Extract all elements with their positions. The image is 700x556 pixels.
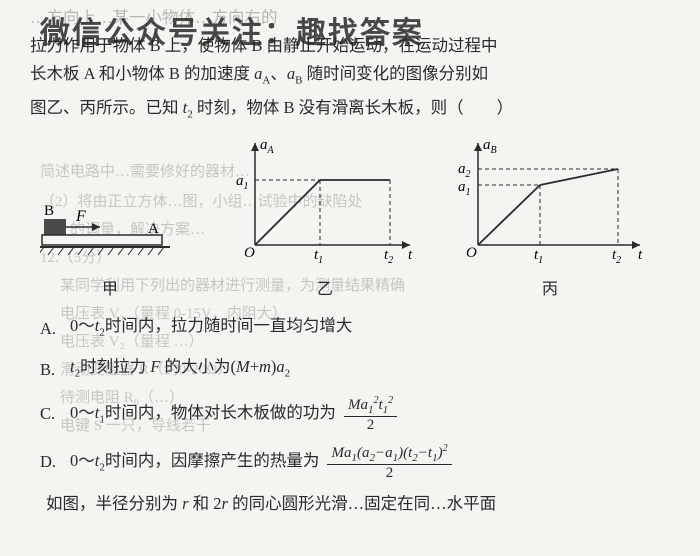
figure-label-yi: 乙 xyxy=(230,276,420,304)
x-axis-label: t xyxy=(408,247,413,263)
ground-hatch xyxy=(40,247,164,255)
chart-yi-svg: aA t O a1 t1 t2 xyxy=(230,135,420,265)
chart-bing-svg: aB t O a2 a1 t1 t2 xyxy=(450,135,650,265)
text: 时间内，物体对长木板做的功为 xyxy=(105,403,336,422)
var: m xyxy=(259,357,271,376)
choice-letter: D. xyxy=(40,449,70,475)
denominator: 2 xyxy=(363,417,379,434)
ramp-line xyxy=(255,180,320,245)
text: 随时间变化的图像分别如 xyxy=(302,64,488,83)
var-aB: a xyxy=(287,64,295,83)
label-A: A xyxy=(148,221,159,237)
text: 长木板 A 和小物体 B 的加速度 xyxy=(30,64,254,83)
choices-list: A. 0～t2时间内，拉力随时间一直均匀增大 B. t2时刻拉力 F 的大小为(… xyxy=(30,313,678,482)
y-arrow xyxy=(474,143,482,151)
label-t2: t2 xyxy=(384,247,393,265)
text: 时刻，物体 B 没有滑离长木板，则（ ） xyxy=(193,98,513,117)
label-t1: t1 xyxy=(314,247,323,265)
watermark-text: 微信公众号关注：趣找答案 xyxy=(40,8,424,52)
label-t2: t2 xyxy=(612,247,621,265)
figure-label-bing: 丙 xyxy=(450,276,650,304)
choice-D: D. 0～t2时间内，因摩擦产生的热量为 Ma1(a2−a1)(t2−t1)2 … xyxy=(40,443,678,482)
choice-text: 0～t2时间内，因摩擦产生的热量为 Ma1(a2−a1)(t2−t1)2 2 xyxy=(70,443,456,482)
problem-line: 长木板 A 和小物体 B 的加速度 aA、aB 随时间变化的图像分别如 xyxy=(30,60,678,94)
y-axis-label: aA xyxy=(260,137,275,156)
var: M xyxy=(236,357,250,376)
sub: 2 xyxy=(285,367,291,379)
choice-text: 0～t2时间内，拉力随时间一直均匀增大 xyxy=(70,313,352,345)
text: 时刻拉力 xyxy=(80,357,150,376)
label-a1: a1 xyxy=(236,173,249,192)
ramp1 xyxy=(478,185,540,245)
text: 和 2 xyxy=(189,494,222,513)
denominator: 2 xyxy=(382,465,398,482)
text: 的大小为( xyxy=(160,357,236,376)
figure-label-jia: 甲 xyxy=(40,276,180,304)
text: 0～ xyxy=(70,403,95,422)
choice-letter: A. xyxy=(40,316,70,342)
label-B: B xyxy=(44,203,54,219)
label-F: F xyxy=(75,208,86,225)
choice-letter: B. xyxy=(40,357,70,383)
fraction: Ma1(a2−a1)(t2−t1)2 2 xyxy=(327,443,451,482)
force-arrow xyxy=(92,223,100,231)
origin-label: O xyxy=(244,245,255,261)
y-arrow xyxy=(251,143,259,151)
choice-A: A. 0～t2时间内，拉力随时间一直均匀增大 xyxy=(40,313,678,345)
numerator: Ma12t12 xyxy=(344,395,397,417)
var: a xyxy=(276,357,284,376)
figure-jia: B F A 甲 xyxy=(40,175,180,304)
text: 时间内，因摩擦产生的热量为 xyxy=(105,451,320,470)
ramp2 xyxy=(540,169,618,185)
diagram-jia-svg: B F A xyxy=(40,175,180,265)
board-A xyxy=(42,235,162,245)
problem-line: 图乙、丙所示。已知 t2 时刻，物体 B 没有滑离长木板，则（ ） xyxy=(30,94,678,128)
choice-text: 0～t1时间内，物体对长木板做的功为 Ma12t12 2 xyxy=(70,395,401,434)
problem-stem: …方向上…某一小物体…方向右的 拉力作用于物体 B 上，使物体 B 由静止开始运… xyxy=(0,0,700,518)
choice-letter: C. xyxy=(40,401,70,427)
numerator: Ma1(a2−a1)(t2−t1)2 xyxy=(327,443,451,465)
y-axis-label: aB xyxy=(483,137,497,156)
choice-text: t2时刻拉力 F 的大小为(M+m)a2 xyxy=(70,354,290,386)
origin-label: O xyxy=(466,245,477,261)
text: + xyxy=(250,357,259,376)
figure-bing: aB t O a2 a1 t1 t2 丙 xyxy=(450,135,650,304)
text: 的同心圆形光滑…固定在同…水平面 xyxy=(228,494,496,513)
text: 、 xyxy=(270,64,287,83)
next-problem-partial: 如图，半径分别为 r 和 2r 的同心圆形光滑…固定在同…水平面 xyxy=(30,490,678,518)
label-a1: a1 xyxy=(458,179,471,198)
text: 图乙、丙所示。已知 xyxy=(30,98,183,117)
text: 时间内，拉力随时间一直均匀增大 xyxy=(105,316,353,335)
text: 0～ xyxy=(70,451,95,470)
figure-yi: aA t O a1 t1 t2 乙 xyxy=(230,135,420,304)
text: 0～ xyxy=(70,316,95,335)
x-axis-label: t xyxy=(638,247,643,263)
fraction: Ma12t12 2 xyxy=(344,395,397,434)
choice-B: B. t2时刻拉力 F 的大小为(M+m)a2 xyxy=(40,354,678,386)
label-a2: a2 xyxy=(458,161,471,180)
label-t1: t1 xyxy=(534,247,543,265)
block-B xyxy=(44,219,66,235)
text: 如图，半径分别为 xyxy=(46,494,182,513)
choice-C: C. 0～t1时间内，物体对长木板做的功为 Ma12t12 2 xyxy=(40,395,678,434)
var: F xyxy=(150,357,160,376)
figures-row: B F A 甲 aA t O xyxy=(40,135,678,304)
